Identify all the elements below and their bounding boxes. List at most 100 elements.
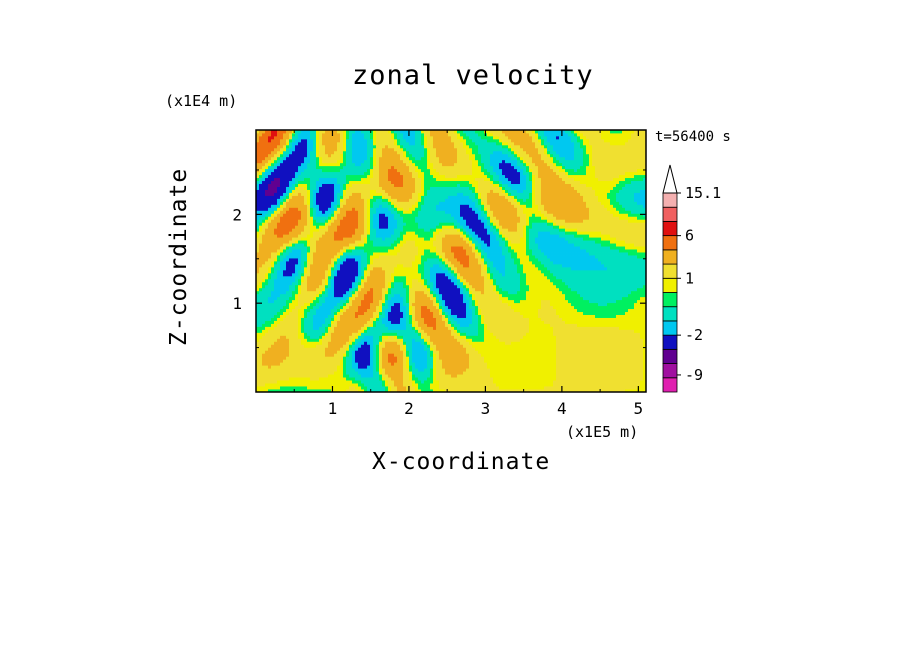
field-cell (277, 159, 281, 164)
field-cell (283, 237, 287, 241)
field-cell (379, 365, 383, 369)
field-cell (394, 368, 398, 372)
field-cell (292, 356, 296, 360)
field-cell (388, 240, 392, 244)
field-cell (379, 135, 383, 140)
field-cell (259, 207, 263, 211)
field-cell (259, 347, 263, 351)
field-cell (277, 255, 281, 259)
field-cell (307, 210, 311, 214)
field-cell (418, 222, 422, 226)
field-cell (322, 308, 326, 313)
field-cell (313, 186, 317, 190)
field-cell (310, 204, 314, 208)
field-cell (295, 198, 299, 202)
field-cell (352, 320, 356, 324)
field-cell (424, 389, 428, 392)
field-cell (373, 317, 377, 321)
field-cell (409, 204, 413, 208)
field-cell (259, 168, 263, 173)
field-cell (400, 195, 404, 199)
field-cell (346, 314, 350, 318)
field-cell (379, 266, 383, 271)
field-cell (391, 311, 395, 315)
field-cell (349, 255, 353, 259)
field-cell (415, 258, 419, 262)
field-cell (331, 231, 335, 235)
field-cell (358, 329, 362, 333)
field-cell (292, 332, 296, 336)
field-cell (406, 252, 410, 256)
field-cell (412, 180, 416, 184)
field-cell (415, 356, 419, 360)
field-cell (415, 359, 419, 363)
field-cell (316, 287, 320, 292)
field-cell (259, 130, 263, 134)
field-cell (322, 225, 326, 229)
field-cell (304, 332, 308, 336)
field-cell (346, 359, 350, 363)
field-cell (370, 153, 374, 158)
field-cell (262, 383, 266, 387)
field-cell (361, 213, 365, 217)
field-cell (337, 192, 341, 196)
field-cell (409, 237, 413, 241)
field-cell (256, 335, 260, 339)
field-cell (376, 180, 380, 184)
field-cell (265, 263, 269, 268)
field-cell (274, 386, 278, 390)
field-cell (280, 329, 284, 333)
field-cell (409, 258, 413, 262)
field-cell (259, 153, 263, 158)
field-cell (358, 135, 362, 140)
field-cell (364, 317, 368, 321)
field-cell (304, 278, 308, 283)
field-cell (325, 317, 329, 321)
field-cell (340, 269, 344, 274)
field-cell (400, 180, 404, 184)
field-cell (322, 362, 326, 366)
field-cell (286, 213, 290, 217)
field-cell (418, 266, 422, 271)
field-cell (424, 261, 428, 265)
field-cell (316, 234, 320, 238)
field-cell (379, 237, 383, 241)
field-cell (289, 189, 293, 193)
field-cell (421, 204, 425, 208)
field-cell (328, 222, 332, 226)
field-cell (271, 153, 275, 158)
field-cell (364, 344, 368, 348)
field-cell (298, 299, 302, 304)
field-cell (373, 195, 377, 199)
field-cell (388, 195, 392, 199)
field-cell (361, 272, 365, 277)
field-cell (259, 234, 263, 238)
field-cell (385, 266, 389, 271)
field-cell (349, 195, 353, 199)
field-cell (418, 183, 422, 187)
field-cell (265, 311, 269, 315)
field-cell (319, 359, 323, 363)
field-cell (283, 356, 287, 360)
field-cell (322, 320, 326, 324)
field-cell (421, 219, 425, 223)
field-cell (277, 168, 281, 173)
field-cell (286, 228, 290, 232)
field-cell (274, 195, 278, 199)
field-cell (286, 168, 290, 173)
field-cell (388, 186, 392, 190)
field-cell (283, 189, 287, 193)
field-cell (310, 195, 314, 199)
field-cell (382, 138, 386, 143)
field-cell (289, 159, 293, 164)
field-cell (355, 287, 359, 292)
field-cell (424, 338, 428, 342)
field-cell (370, 281, 374, 286)
field-cell (286, 305, 290, 310)
field-cell (331, 296, 335, 301)
field-cell (274, 204, 278, 208)
field-cell (268, 263, 272, 268)
field-cell (283, 207, 287, 211)
field-cell (394, 332, 398, 336)
field-cell (283, 159, 287, 164)
